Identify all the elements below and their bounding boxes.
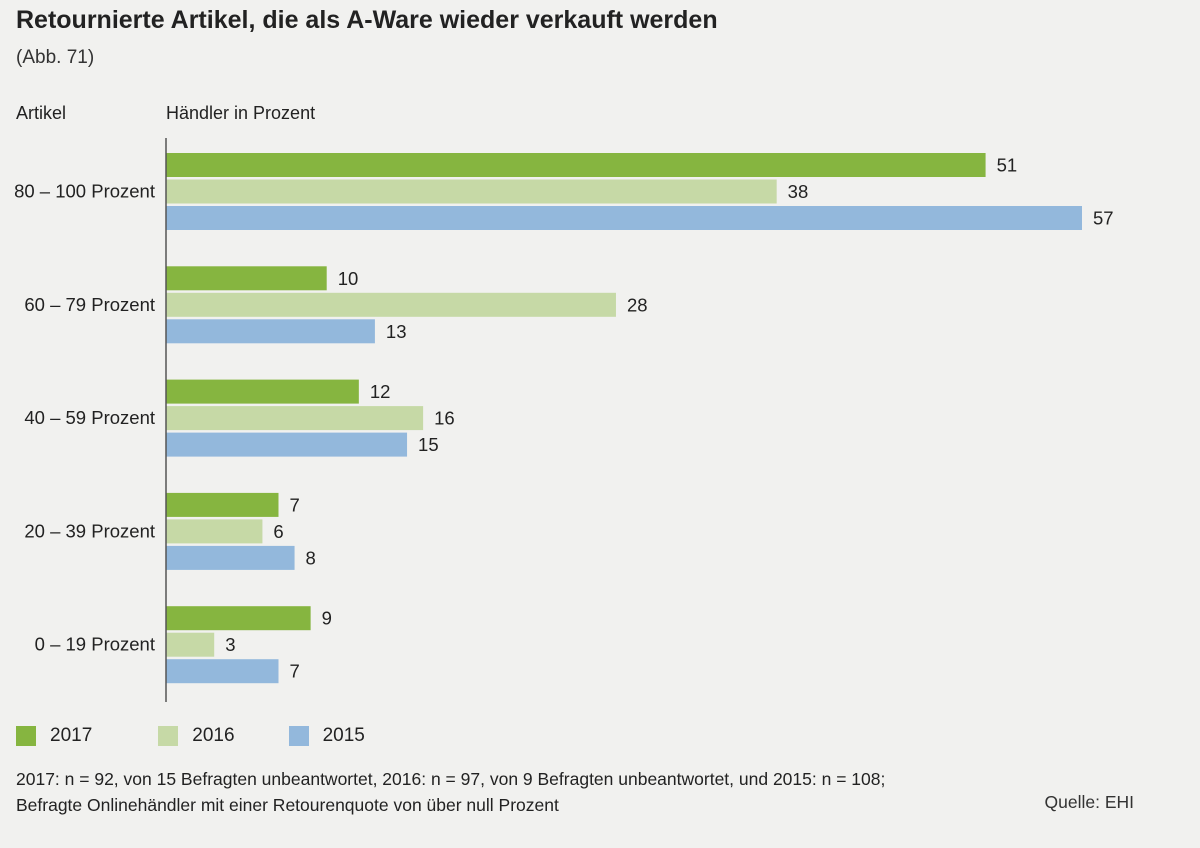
legend-item-2016: 2016 [158, 725, 234, 747]
bar-2015 [166, 206, 1082, 230]
bar-2016 [166, 293, 616, 317]
source-note: Quelle: EHI [1045, 792, 1134, 813]
legend-item-2017: 2017 [16, 725, 92, 747]
data-label: 51 [997, 155, 1018, 176]
bar-2017 [166, 266, 327, 290]
legend-swatch-2015 [289, 726, 309, 746]
data-label: 7 [289, 661, 299, 682]
category-label: 40 – 59 Prozent [24, 407, 155, 428]
legend-swatch-2017 [16, 726, 36, 746]
bar-2016 [166, 180, 777, 204]
data-label: 10 [338, 268, 359, 289]
data-label: 9 [322, 608, 332, 629]
data-label: 7 [289, 494, 299, 515]
bar-2016 [166, 633, 214, 657]
bar-2017 [166, 493, 278, 517]
bar-2016 [166, 519, 262, 543]
data-label: 28 [627, 294, 648, 315]
footnote-line-2: Befragte Onlinehändler mit einer Retoure… [16, 792, 885, 818]
data-label: 16 [434, 408, 455, 429]
category-label: 0 – 19 Prozent [35, 634, 155, 655]
bar-2017 [166, 153, 986, 177]
data-label: 6 [273, 521, 283, 542]
data-label: 15 [418, 434, 439, 455]
legend-label-2016: 2016 [192, 725, 234, 747]
data-label: 57 [1093, 208, 1114, 229]
legend: 2017 2016 2015 [16, 725, 419, 747]
bar-2015 [166, 433, 407, 457]
category-label: 60 – 79 Prozent [24, 294, 155, 315]
data-label: 38 [788, 181, 809, 202]
data-label: 8 [306, 547, 316, 568]
bar-2015 [166, 546, 295, 570]
data-label: 13 [386, 321, 407, 342]
bar-2016 [166, 406, 423, 430]
footnote-line-1: 2017: n = 92, von 15 Befragten unbeantwo… [16, 766, 885, 792]
category-label: 20 – 39 Prozent [24, 520, 155, 541]
legend-label-2015: 2015 [323, 725, 365, 747]
bar-2017 [166, 606, 311, 630]
bar-2015 [166, 319, 375, 343]
footnote: 2017: n = 92, von 15 Befragten unbeantwo… [16, 766, 885, 818]
data-label: 3 [225, 634, 235, 655]
legend-item-2015: 2015 [289, 725, 365, 747]
bar-2017 [166, 380, 359, 404]
data-label: 12 [370, 381, 391, 402]
legend-label-2017: 2017 [50, 725, 92, 747]
category-label: 80 – 100 Prozent [14, 181, 155, 202]
bar-2015 [166, 659, 278, 683]
legend-swatch-2016 [158, 726, 178, 746]
